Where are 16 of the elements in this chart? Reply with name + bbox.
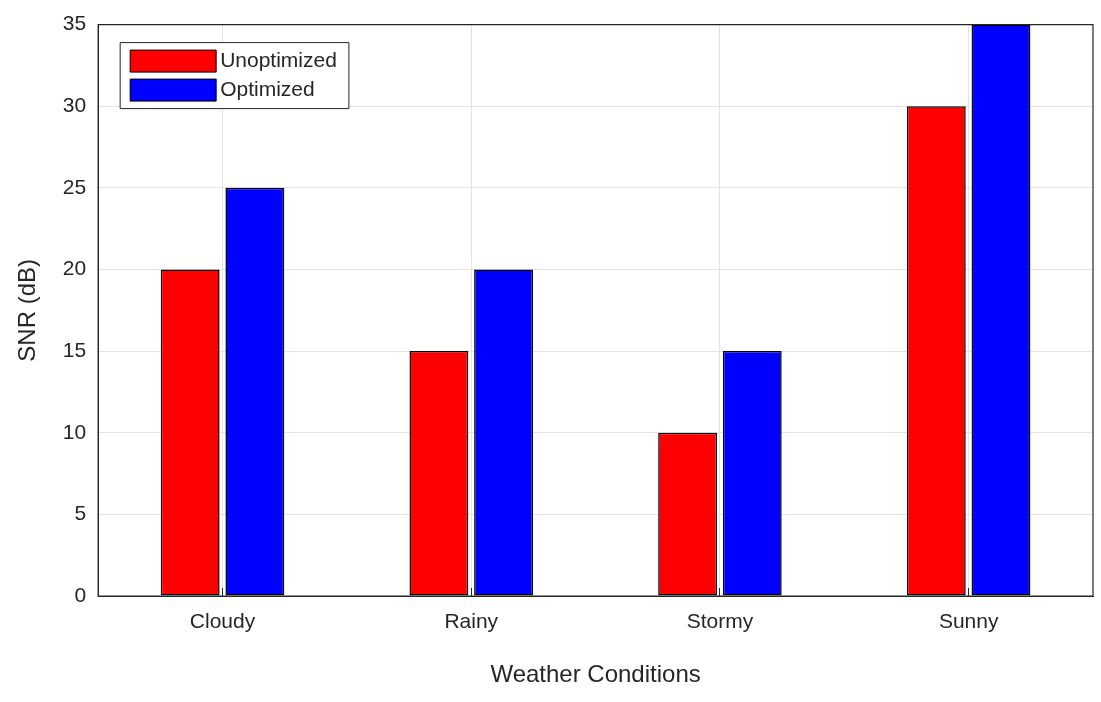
y-tick-label: 25	[62, 174, 87, 198]
x-tick-label: Rainy	[444, 609, 499, 633]
y-tick-label: 15	[62, 337, 87, 361]
y-tick-label: 0	[74, 582, 87, 606]
x-tick-label: Cloudy	[189, 609, 256, 633]
y-tick-label: 10	[62, 419, 87, 443]
y-tick-label: 30	[62, 93, 87, 117]
y-tick-label: 20	[62, 256, 87, 280]
x-tick-label: Stormy	[686, 609, 754, 633]
x-tick-label: Sunny	[938, 609, 999, 633]
y-tick-label: 5	[74, 501, 87, 525]
legend-label: Unoptimized	[220, 47, 337, 71]
x-axis-title: Weather Conditions	[490, 660, 701, 688]
y-axis-title: SNR (dB)	[13, 258, 41, 362]
legend-label: Optimized	[220, 76, 315, 100]
y-tick-label: 35	[62, 11, 87, 35]
